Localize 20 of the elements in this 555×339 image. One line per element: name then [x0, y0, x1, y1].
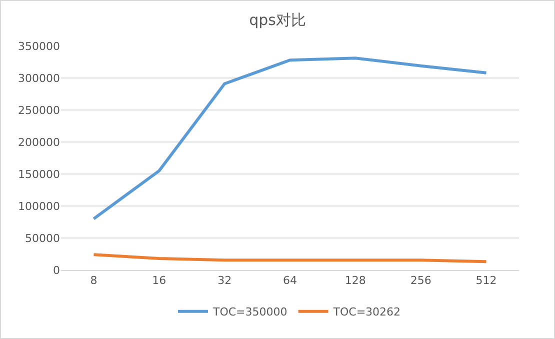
line-series [92, 56, 488, 220]
x-tick-label: 256 [410, 274, 432, 288]
x-tick-label: 512 [476, 274, 497, 288]
y-tick-label: 100000 [18, 200, 60, 213]
x-tick-label: 128 [344, 274, 366, 288]
x-tick-label: 8 [90, 274, 98, 288]
y-tick-label: 0 [53, 264, 60, 277]
x-tick-label: 16 [152, 274, 166, 288]
y-tick-label: 200000 [18, 136, 60, 149]
legend-label: TOC=30262 [332, 306, 401, 319]
x-tick-label: 32 [218, 274, 232, 288]
y-tick-label: 350000 [18, 40, 60, 53]
y-tick-label: 300000 [18, 72, 60, 85]
x-tick-label: 64 [283, 274, 297, 288]
line-series [92, 253, 488, 264]
y-tick-label: 250000 [18, 104, 60, 117]
chart-title: qps对比 [249, 10, 306, 29]
y-tick-label: 50000 [25, 232, 60, 245]
y-tick-label: 150000 [18, 168, 60, 181]
legend-label: TOC=350000 [212, 306, 288, 319]
